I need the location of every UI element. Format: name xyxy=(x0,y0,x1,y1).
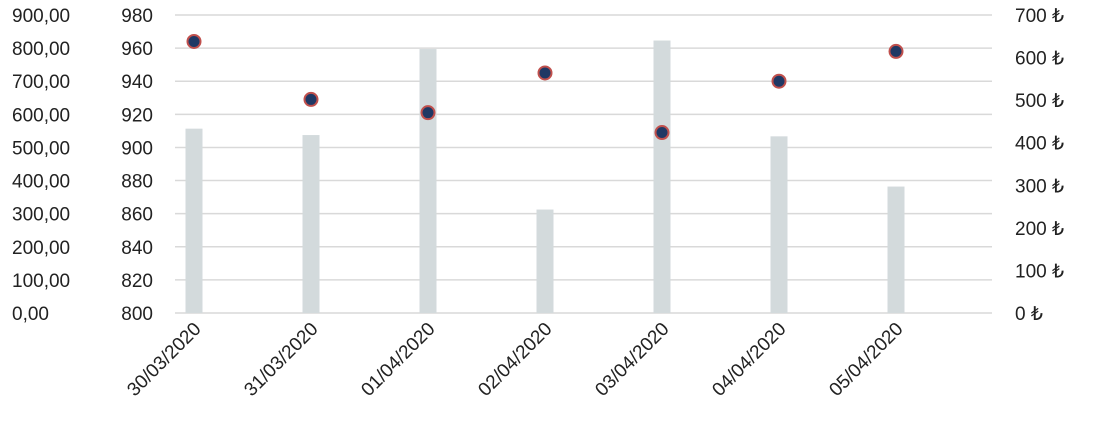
left-axis-tick-label: 400,00 xyxy=(12,172,70,193)
x-axis-tick-label: 03/04/2020 xyxy=(591,319,673,401)
right-axis: 0 ₺ 100 ₺ 200 ₺ 300 ₺ 400 ₺ 500 ₺ 600 ₺ 700 ₺ xyxy=(1015,6,1064,325)
right-axis-tick-label: 100 ₺ xyxy=(1015,261,1064,282)
x-axis-tick-label: 04/04/2020 xyxy=(708,319,790,401)
x-axis: 30/03/2020 31/03/2020 01/04/2020 02/04/2020… xyxy=(123,319,907,401)
x-axis-tick-label: 30/03/2020 xyxy=(123,319,205,401)
left-axis-tick-label: 300,00 xyxy=(12,205,70,226)
middle-axis-tick-label: 900 xyxy=(121,138,153,159)
middle-axis-tick-label: 920 xyxy=(121,105,153,126)
middle-axis-tick-label: 800 xyxy=(121,304,153,325)
left-axis-tick-label: 0,00 xyxy=(12,304,49,325)
left-axis-tick-label: 500,00 xyxy=(12,138,70,159)
bar xyxy=(653,40,671,314)
data-point xyxy=(420,105,436,121)
middle-axis: 800 820 840 860 880 900 920 940 960 980 xyxy=(121,6,153,325)
right-axis-tick-label: 0 ₺ xyxy=(1015,304,1043,325)
x-axis-tick-label: 31/03/2020 xyxy=(240,319,322,401)
bar xyxy=(302,135,320,313)
middle-axis-tick-label: 940 xyxy=(121,72,153,93)
middle-axis-tick-label: 860 xyxy=(121,205,153,226)
x-axis-tick-label: 05/04/2020 xyxy=(825,319,907,401)
middle-axis-tick-label: 980 xyxy=(121,6,153,27)
bar xyxy=(770,136,788,313)
left-axis-tick-label: 600,00 xyxy=(12,105,70,126)
data-point xyxy=(186,33,202,49)
right-axis-tick-label: 600 ₺ xyxy=(1015,49,1064,70)
middle-axis-tick-label: 840 xyxy=(121,238,153,259)
middle-axis-tick-label: 960 xyxy=(121,39,153,60)
right-axis-tick-label: 200 ₺ xyxy=(1015,219,1064,240)
gridlines xyxy=(175,14,992,314)
bar xyxy=(536,209,554,313)
data-point xyxy=(771,73,787,89)
right-axis-tick-label: 700 ₺ xyxy=(1015,6,1064,27)
left-axis-tick-label: 200,00 xyxy=(12,238,70,259)
right-axis-tick-label: 400 ₺ xyxy=(1015,134,1064,155)
left-axis: 0,00 100,00 200,00 300,00 400,00 500,00 600,00… xyxy=(12,6,70,325)
right-axis-tick-label: 500 ₺ xyxy=(1015,91,1064,112)
x-axis-tick-label: 01/04/2020 xyxy=(357,319,439,401)
left-axis-tick-label: 100,00 xyxy=(12,271,70,292)
scatter-series xyxy=(186,33,904,141)
data-point xyxy=(654,125,670,141)
x-axis-tick-label: 02/04/2020 xyxy=(474,319,556,401)
left-axis-tick-label: 700,00 xyxy=(12,72,70,93)
bar xyxy=(185,128,203,313)
middle-axis-tick-label: 820 xyxy=(121,271,153,292)
right-axis-tick-label: 300 ₺ xyxy=(1015,176,1064,197)
bar xyxy=(419,49,437,314)
middle-axis-tick-label: 880 xyxy=(121,172,153,193)
left-axis-tick-label: 800,00 xyxy=(12,39,70,60)
data-point xyxy=(303,91,319,107)
data-point xyxy=(537,65,553,81)
bar xyxy=(887,186,905,313)
left-axis-tick-label: 900,00 xyxy=(12,6,70,27)
data-point xyxy=(888,43,904,59)
